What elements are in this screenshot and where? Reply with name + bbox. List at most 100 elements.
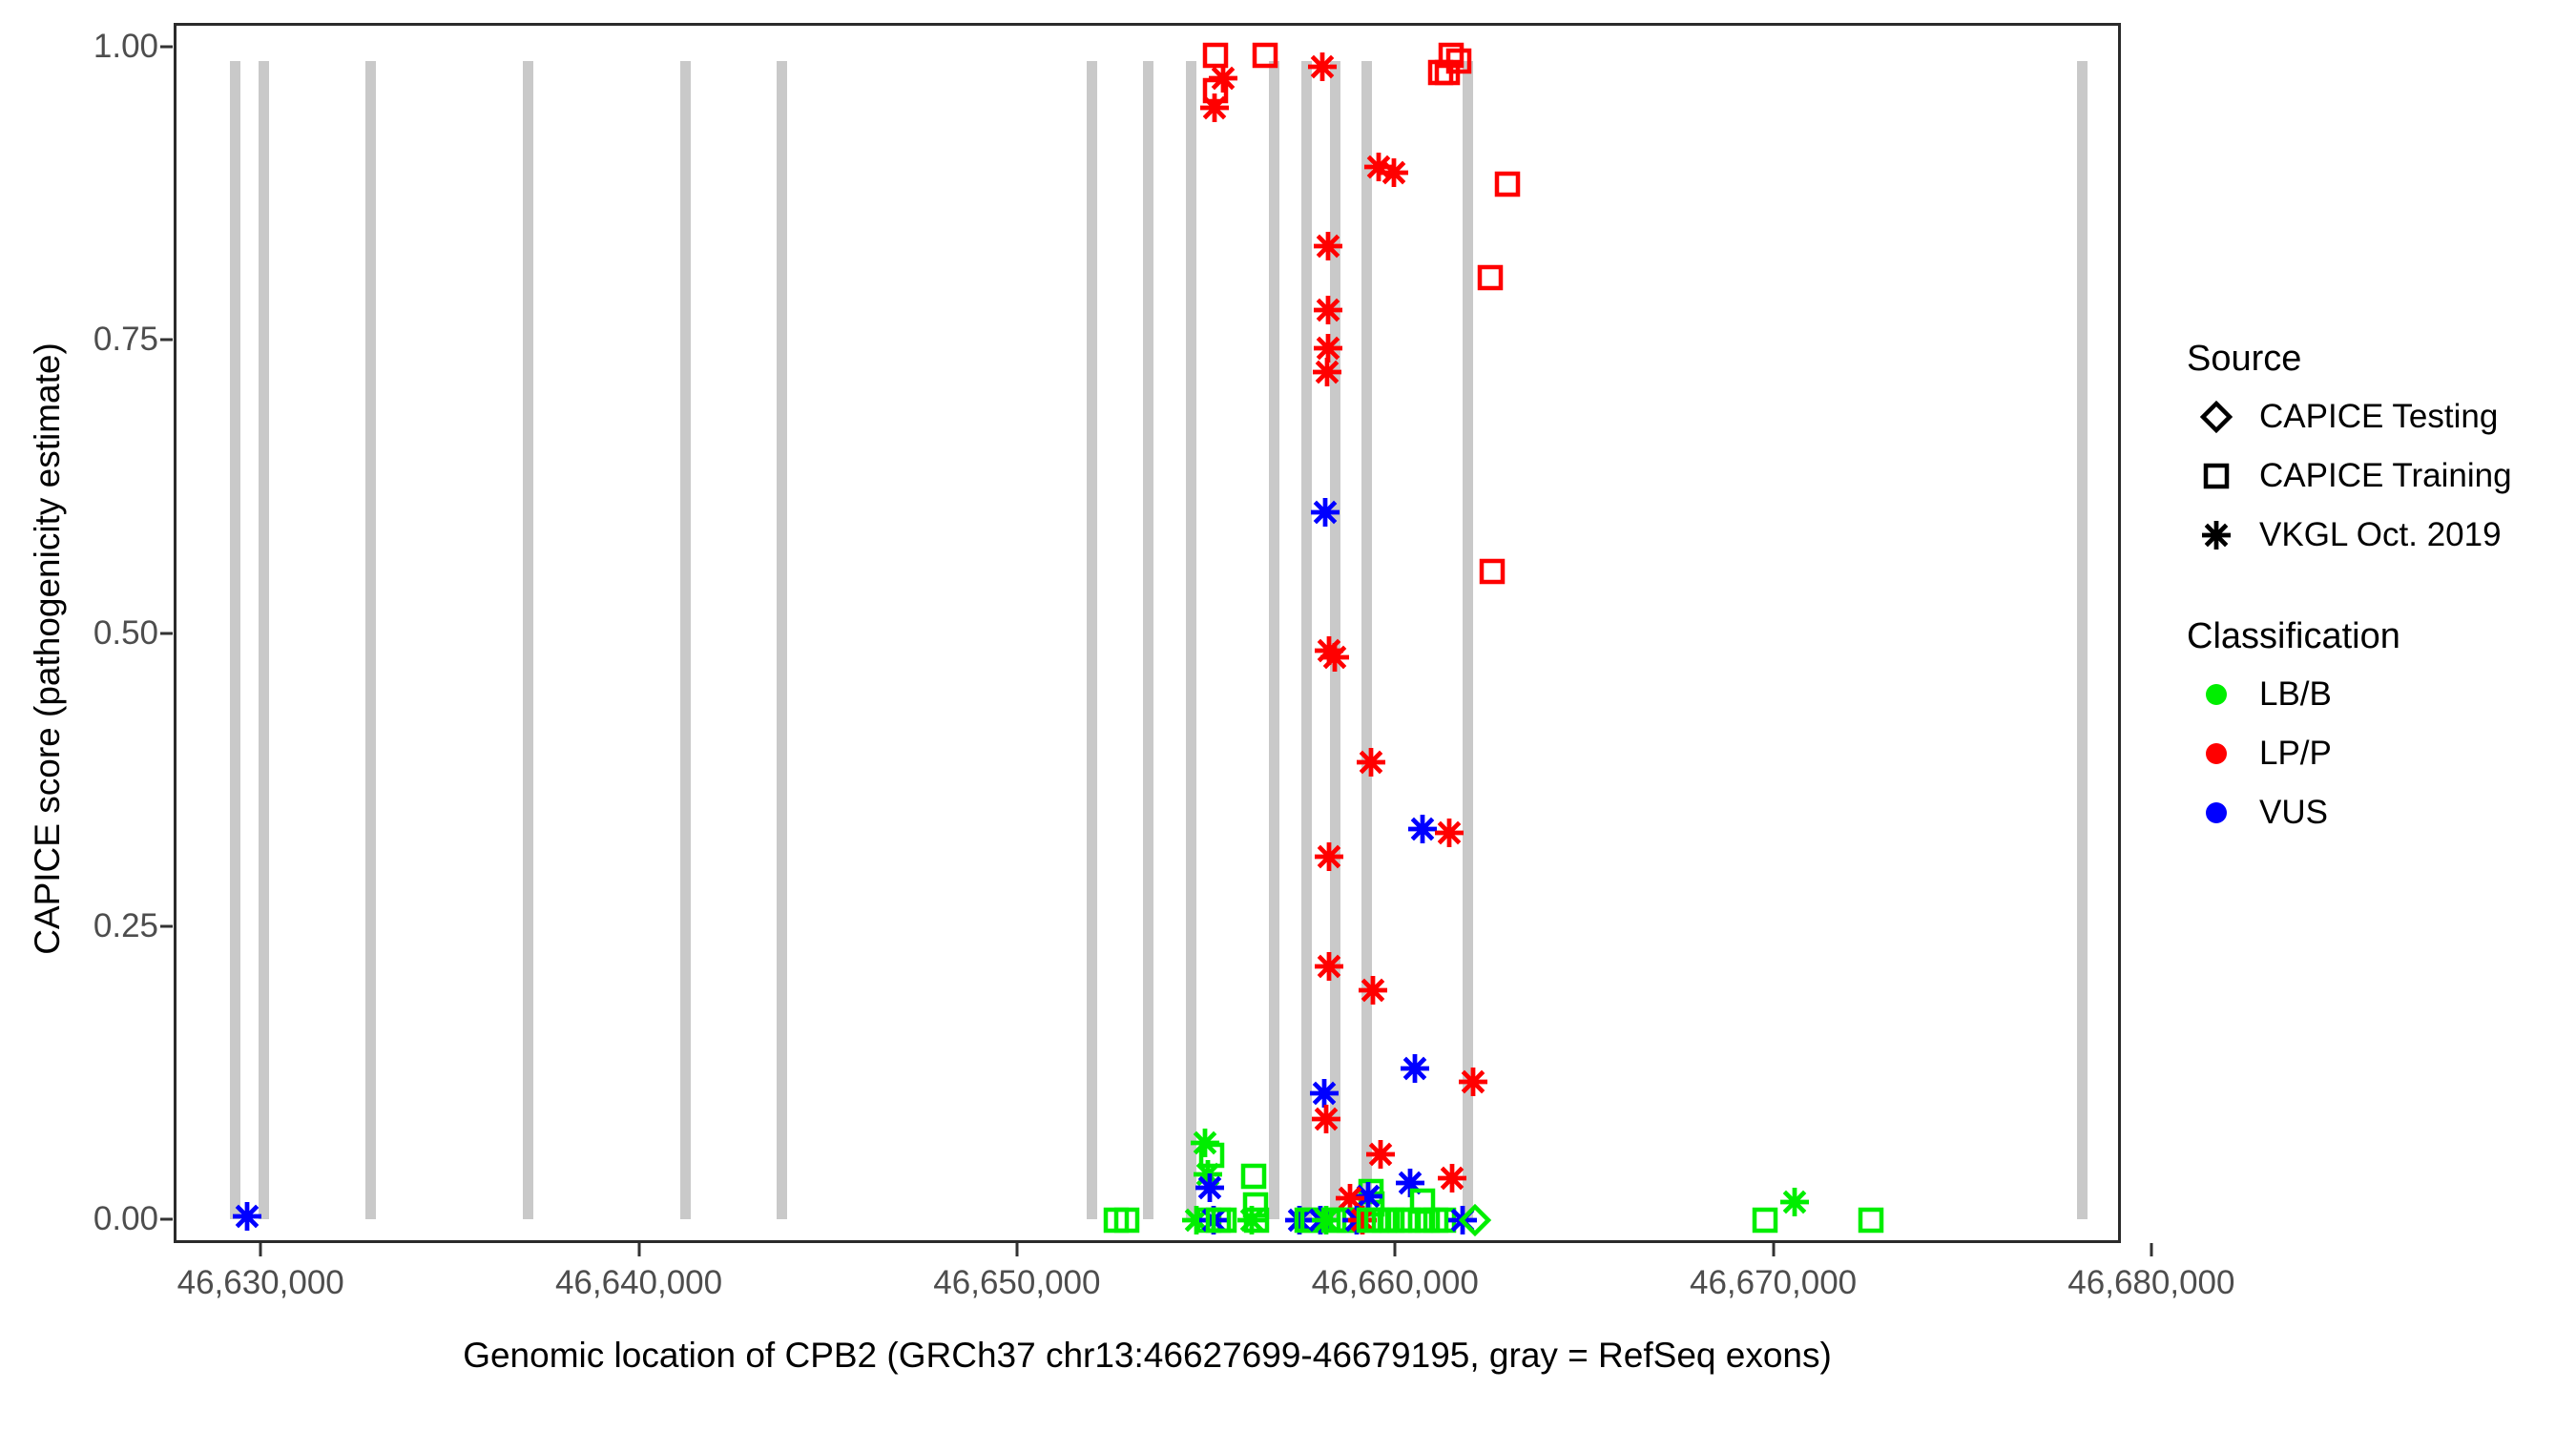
data-point (1394, 1167, 1426, 1199)
data-point (1406, 1185, 1439, 1217)
refseq-exon-band (679, 61, 691, 1219)
legend-item[interactable]: VUS (2185, 783, 2566, 842)
legend-item[interactable]: LP/P (2185, 724, 2566, 783)
data-point (1195, 1139, 1228, 1172)
y-axis-ticks: 0.00 0.25 0.50 0.75 1.00 (0, 0, 173, 1336)
legend-item[interactable]: VKGL Oct. 2019 (2185, 506, 2566, 565)
x-axis-title: Genomic location of CPB2 (GRCh37 chr13:4… (463, 1336, 1832, 1375)
refseq-exon-band (1143, 61, 1154, 1219)
legend-item-label: CAPICE Training (2259, 457, 2512, 494)
y-tick-mark (160, 338, 173, 342)
square-open-icon (2185, 446, 2248, 506)
refseq-exon-band (259, 61, 270, 1219)
x-tick-label: 46,630,000 (177, 1264, 344, 1301)
data-point (1443, 45, 1475, 77)
refseq-exon-band (1269, 61, 1280, 1219)
plot-area (177, 26, 2118, 1240)
y-tick-mark (160, 1217, 173, 1221)
refseq-exon-band (229, 61, 240, 1219)
plot-panel (174, 23, 2121, 1243)
x-tick-mark (259, 1243, 262, 1256)
data-point (1778, 1186, 1811, 1218)
refseq-exon-band (2077, 61, 2088, 1219)
data-point (1313, 950, 1345, 983)
data-point (1310, 1103, 1342, 1135)
x-tick-label: 46,670,000 (1689, 1264, 1858, 1301)
data-point (1308, 1077, 1340, 1110)
refseq-exon-band (777, 61, 788, 1219)
y-tick-mark (160, 632, 173, 634)
x-axis-ticks: 46,630,000 46,640,000 46,650,000 46,660,000… (174, 1243, 2234, 1358)
data-point (1855, 1204, 1887, 1236)
data-point (1436, 1162, 1468, 1194)
x-tick-mark (637, 1243, 641, 1256)
data-point (231, 1200, 263, 1233)
y-tick-label: 0.00 (93, 1200, 158, 1238)
x-tick-label: 46,650,000 (933, 1264, 1101, 1301)
y-tick-label: 0.50 (93, 613, 158, 652)
data-point (1312, 230, 1344, 262)
legend-group-title: Classification (2187, 616, 2400, 656)
refseq-exon-band (1086, 61, 1097, 1219)
refseq-exon-band (1361, 61, 1373, 1219)
x-tick-mark (1015, 1243, 1019, 1256)
data-point (1319, 641, 1351, 674)
data-point (1313, 840, 1345, 873)
data-point (1491, 168, 1524, 200)
data-point (1198, 92, 1231, 124)
y-tick-label: 1.00 (93, 27, 158, 65)
data-point (1474, 261, 1506, 294)
legend-item[interactable]: LB/B (2185, 665, 2566, 724)
y-tick-label: 0.25 (93, 906, 158, 944)
legend: Source CAPICE Testing CAPICE Training VKGL … (2185, 339, 2566, 894)
x-tick-label: 46,660,000 (1311, 1264, 1479, 1301)
data-point (1312, 294, 1344, 326)
data-point (1207, 62, 1239, 94)
legend-item[interactable]: CAPICE Testing (2185, 387, 2566, 446)
data-point (1306, 51, 1339, 83)
legend-group: Source CAPICE Testing CAPICE Training VKGL … (2185, 339, 2566, 565)
data-point (1406, 813, 1439, 845)
data-point (1433, 817, 1465, 849)
y-tick-mark (160, 924, 173, 928)
y-tick-mark (160, 45, 173, 49)
asterisk-icon (2185, 506, 2248, 565)
data-point (1237, 1160, 1270, 1192)
legend-item-label: VKGL Oct. 2019 (2259, 516, 2502, 553)
legend-item-label: LP/P (2259, 735, 2332, 772)
legend-item[interactable]: CAPICE Training (2185, 446, 2566, 506)
refseq-exon-band (522, 61, 533, 1219)
data-point (1194, 1172, 1226, 1204)
data-point (1399, 1052, 1431, 1085)
x-tick-mark (1393, 1243, 1397, 1256)
x-tick-mark (1772, 1243, 1776, 1256)
data-point (1378, 156, 1410, 189)
data-point (1355, 746, 1387, 778)
data-point (1199, 39, 1232, 72)
data-point (1357, 974, 1389, 1006)
data-point (1334, 1182, 1366, 1214)
data-point (1309, 496, 1341, 529)
circle-icon (2185, 783, 2248, 842)
legend-group: Classification LB/B LP/P VUS (2185, 616, 2566, 842)
refseq-exon-band (1185, 61, 1196, 1219)
diamond-open-icon (2185, 387, 2248, 446)
data-point (1311, 356, 1343, 388)
data-point (1476, 555, 1508, 588)
legend-item-label: CAPICE Testing (2259, 398, 2499, 435)
data-point (1457, 1066, 1489, 1098)
legend-item-label: LB/B (2259, 675, 2332, 713)
data-point (1364, 1138, 1397, 1171)
data-point (1249, 39, 1281, 72)
data-point (1749, 1204, 1781, 1236)
refseq-exon-band (1329, 61, 1340, 1219)
refseq-exon-band (1300, 61, 1312, 1219)
legend-item-label: VUS (2259, 794, 2328, 831)
x-tick-label: 46,680,000 (2067, 1264, 2235, 1301)
x-tick-label: 46,640,000 (554, 1264, 723, 1301)
data-point (1111, 1204, 1143, 1236)
data-point (1240, 1204, 1273, 1236)
refseq-exon-band (1463, 61, 1474, 1219)
circle-icon (2185, 724, 2248, 783)
